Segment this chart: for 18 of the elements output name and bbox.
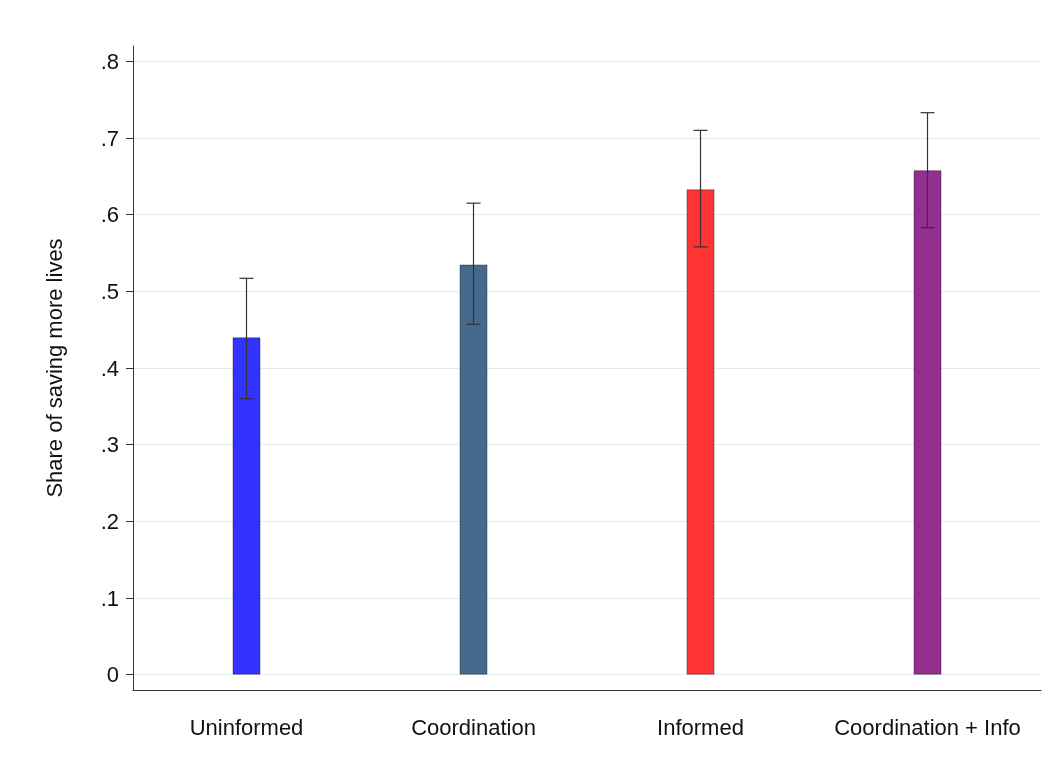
y-axis-title: Share of saving more lives — [41, 238, 67, 498]
y-tick-label: .6 — [100, 202, 119, 228]
x-tick-label: Uninformed — [189, 714, 304, 740]
y-tick-label: .2 — [100, 508, 119, 534]
y-tick-label: 0 — [106, 662, 119, 688]
x-tick-label: Coordination + Info — [834, 714, 1021, 740]
bar — [686, 189, 715, 675]
y-tick-label: .8 — [100, 48, 119, 74]
y-tick-label: .5 — [100, 278, 119, 304]
y-tick-label: .4 — [100, 355, 119, 381]
bar — [459, 264, 488, 675]
y-tick-label: .1 — [100, 585, 119, 611]
y-tick-label: .3 — [100, 432, 119, 458]
y-tick-label: .7 — [100, 125, 119, 151]
x-tick-label: Informed — [657, 714, 744, 740]
bar — [913, 170, 942, 675]
x-tick-label: Coordination — [411, 714, 536, 740]
bar — [232, 337, 261, 675]
